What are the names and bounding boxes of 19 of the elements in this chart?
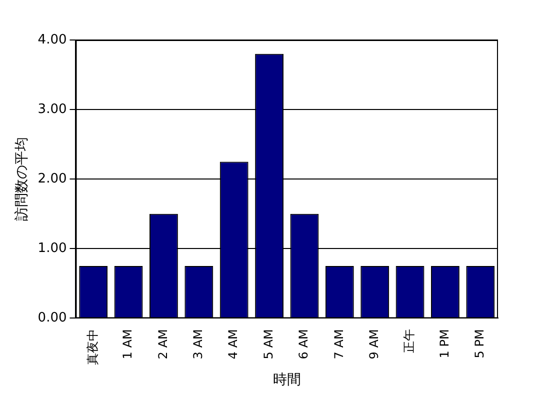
x-tick-label: 1 PM: [437, 329, 452, 358]
y-axis-title: 訪問数の平均: [14, 137, 30, 222]
x-tick-label: 正午: [402, 329, 416, 354]
y-tick-label: 3.00: [38, 102, 67, 117]
x-axis-title: 時間: [272, 372, 301, 388]
x-tick-label: 5 AM: [261, 329, 276, 360]
x-tick-label: 5 PM: [472, 329, 487, 358]
x-tick-label: 2 AM: [156, 329, 170, 360]
y-tick-label: 1.00: [38, 241, 67, 256]
x-tick-label: 4 AM: [226, 329, 240, 360]
y-tick-label: 0.00: [38, 310, 67, 326]
x-tick-label: 7 AM: [332, 329, 346, 360]
x-tick-label: 6 AM: [296, 329, 311, 360]
y-tick-label: 2.00: [38, 171, 67, 186]
x-tick-label: 真夜中: [85, 329, 100, 366]
x-tick-label: 1 AM: [120, 329, 135, 360]
x-tick-label: 3 AM: [191, 329, 206, 360]
x-tick-label: 9 AM: [366, 329, 381, 360]
y-tick-label: 4.00: [38, 32, 67, 48]
